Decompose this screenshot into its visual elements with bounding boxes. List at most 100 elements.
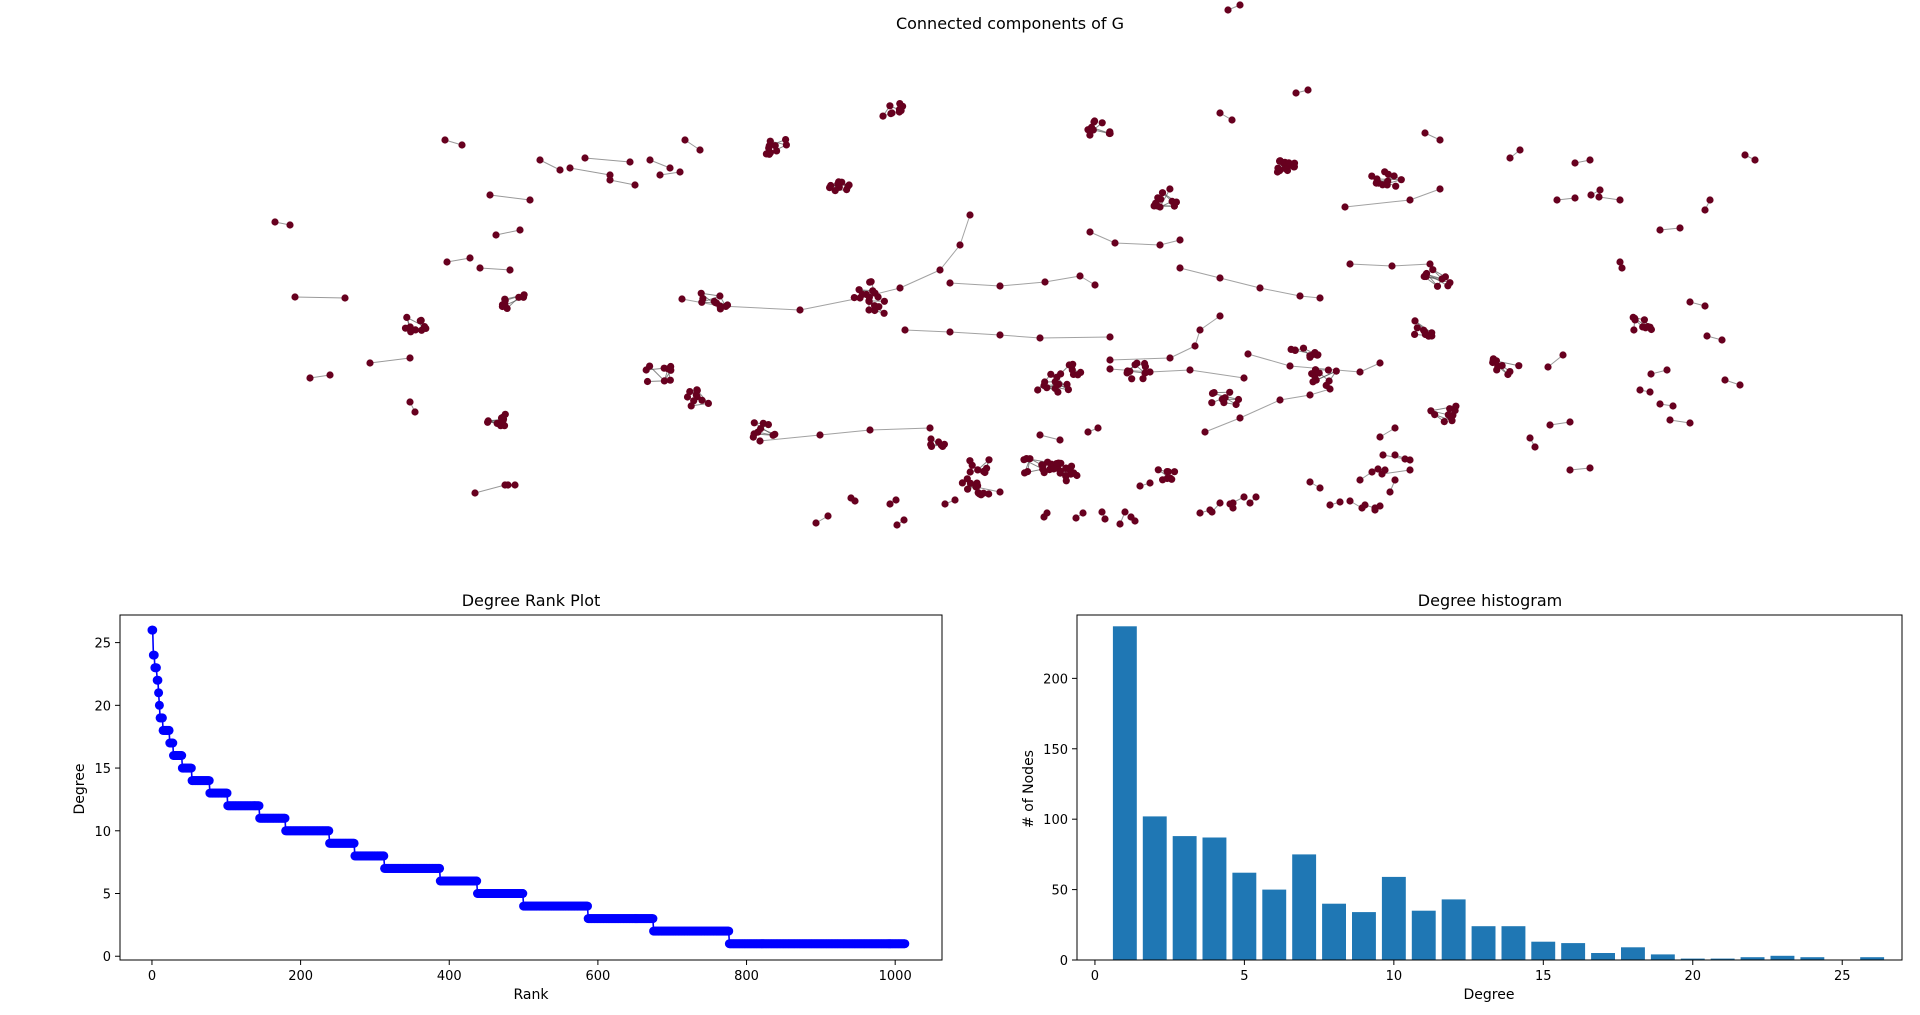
network-node	[1391, 451, 1399, 459]
histogram-bar	[1561, 943, 1586, 960]
network-node	[826, 184, 834, 192]
histogram-bars	[1112, 626, 1885, 960]
network-node	[901, 326, 909, 334]
network-node	[646, 362, 654, 370]
network-node	[1036, 431, 1044, 439]
network-node	[291, 293, 299, 301]
network-node	[1314, 351, 1322, 359]
network-node	[996, 488, 1004, 496]
network-node	[759, 419, 767, 427]
network-node	[1436, 136, 1444, 144]
network-node	[1444, 282, 1452, 290]
network-node	[1076, 272, 1084, 280]
rank-point	[148, 625, 158, 635]
network-edge	[584, 157, 631, 163]
network-node	[880, 297, 889, 305]
network-node	[964, 485, 972, 493]
network-node	[515, 293, 523, 301]
network-edge	[1426, 273, 1449, 287]
network-node	[1153, 202, 1162, 210]
network-node	[466, 254, 474, 262]
histogram-bar	[1112, 626, 1137, 960]
network-node	[941, 500, 949, 508]
histogram-bar	[1471, 926, 1496, 960]
network-edge	[949, 282, 1001, 287]
network-node	[1316, 484, 1324, 492]
network-node	[927, 442, 936, 450]
network-node	[1047, 370, 1055, 378]
rank-point	[435, 863, 445, 873]
network-edge	[569, 167, 611, 176]
network-node	[1216, 109, 1224, 117]
network-node	[1074, 371, 1082, 379]
network-node	[1436, 185, 1444, 193]
network-node	[1306, 478, 1314, 486]
network-node	[1157, 195, 1165, 203]
network-node	[869, 287, 877, 295]
network-node	[581, 154, 589, 162]
network-node	[656, 171, 664, 179]
network-edge	[759, 434, 821, 442]
network-edge	[479, 267, 511, 271]
network-node	[996, 331, 1004, 339]
network-node	[1656, 226, 1664, 234]
network-node	[511, 481, 519, 489]
network-node	[1146, 479, 1154, 487]
network-node	[1421, 129, 1429, 137]
network-node	[504, 481, 512, 489]
network-node	[631, 181, 639, 189]
network-node	[812, 519, 820, 527]
rank-plot-title: Degree Rank Plot	[462, 591, 601, 610]
network-node	[666, 376, 674, 384]
network-node	[1022, 455, 1031, 463]
network-node	[946, 279, 954, 287]
network-node	[1111, 239, 1119, 247]
rank-point	[154, 700, 164, 710]
histogram-x-axis-label: Degree	[1464, 987, 1515, 1003]
network-node	[341, 294, 349, 302]
network-node	[1413, 324, 1421, 332]
network-node	[1062, 472, 1070, 480]
network-node	[1043, 384, 1051, 392]
network-node	[1196, 326, 1204, 334]
network-node	[1123, 367, 1132, 375]
network-node	[1721, 376, 1729, 384]
network-node	[1206, 506, 1214, 514]
network-node	[1136, 482, 1144, 490]
network-edge	[1359, 362, 1381, 373]
network-edge	[1089, 231, 1116, 244]
network-node	[1553, 196, 1561, 204]
network-node	[1234, 395, 1243, 404]
network-node	[1718, 336, 1726, 344]
network-node	[1164, 468, 1172, 476]
network-node	[996, 282, 1004, 290]
network-node	[516, 226, 524, 234]
network-node	[1401, 455, 1409, 463]
network-edge	[819, 429, 871, 436]
network-node	[1703, 332, 1711, 340]
network-node	[660, 364, 668, 372]
network-node	[1596, 186, 1604, 194]
network-node	[771, 430, 779, 438]
network-node	[1098, 119, 1106, 127]
network-node	[1116, 520, 1124, 528]
network-node	[1640, 316, 1648, 324]
histogram-bar	[1740, 957, 1765, 960]
histogram-bar	[1172, 836, 1197, 960]
network-edge	[1179, 267, 1221, 279]
network-edge	[999, 334, 1041, 339]
network-node	[1244, 350, 1252, 358]
network-node	[606, 176, 614, 184]
rank-point	[349, 838, 359, 848]
network-node	[850, 294, 858, 302]
network-node	[1423, 269, 1431, 278]
network-node	[411, 408, 419, 416]
histogram-bar	[1441, 899, 1466, 960]
histogram-x-tick-label: 20	[1684, 969, 1701, 984]
network-node	[1587, 191, 1595, 199]
network-edge	[1149, 369, 1191, 373]
network-edge	[369, 357, 411, 364]
network-edge	[1189, 369, 1245, 379]
network-node	[765, 144, 773, 152]
